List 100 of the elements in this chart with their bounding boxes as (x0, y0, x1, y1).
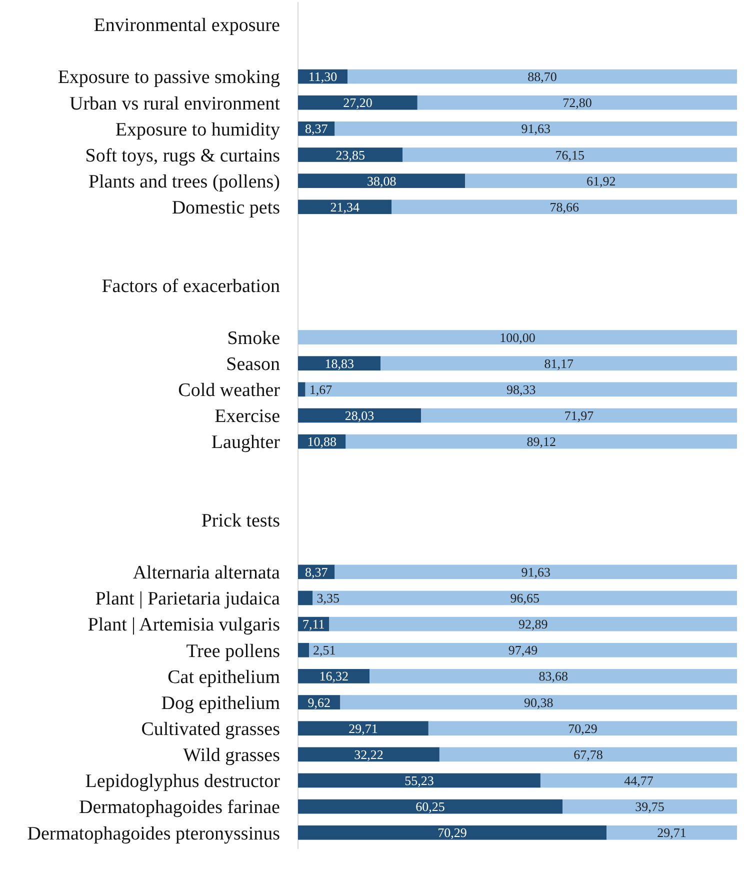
data-label: 16,32 (319, 668, 348, 684)
bar (340, 695, 737, 710)
bar (465, 174, 737, 188)
bar (298, 747, 440, 762)
data-label: 67,78 (574, 746, 603, 762)
bar (298, 174, 466, 188)
bar (298, 721, 428, 736)
data-label: 55,23 (404, 773, 434, 788)
bar (562, 799, 737, 814)
bar (417, 95, 737, 110)
y-tick-label: Prick tests (201, 510, 280, 532)
y-tick-label: Exposure to passive smoking (58, 67, 280, 88)
bar (402, 148, 737, 162)
bar (540, 773, 737, 788)
data-label: 89,12 (526, 434, 556, 450)
bar (298, 799, 562, 814)
bar (392, 200, 737, 214)
data-label: 83,68 (538, 668, 568, 684)
data-label: 70,29 (438, 825, 467, 840)
bar (421, 408, 737, 423)
data-label: 90,38 (524, 694, 554, 710)
data-label: 2,51 (313, 642, 336, 658)
y-tick-label: Dermatophagoides pteronyssinus (27, 823, 280, 844)
data-label: 38,08 (366, 173, 396, 188)
data-label: 23,85 (336, 147, 365, 162)
bar (309, 642, 737, 658)
y-tick-label: Cat epithelium (168, 666, 280, 688)
bar (334, 122, 737, 136)
data-label: 10,88 (307, 434, 337, 450)
y-tick-label: Domestic pets (172, 198, 280, 219)
y-tick-label: Dermatophagoides farinae (79, 797, 280, 818)
y-tick-label: Environmental exposure (94, 15, 280, 36)
data-label: 39,75 (635, 799, 664, 814)
bar (298, 669, 370, 684)
bar (298, 330, 737, 344)
bar (428, 721, 737, 736)
y-tick-label: Smoke (227, 328, 280, 349)
bar (298, 356, 381, 370)
data-label: 44,77 (624, 773, 654, 788)
y-tick-label: Cultivated grasses (141, 718, 280, 740)
bar (298, 825, 607, 840)
data-label: 70,29 (568, 720, 598, 736)
y-tick-label: Plants and trees (pollens) (88, 171, 280, 192)
data-label: 28,03 (344, 408, 374, 424)
data-label: 98,33 (506, 382, 536, 397)
bar (380, 356, 737, 370)
bar (305, 382, 737, 397)
y-tick-label: Lepidoglyphus destructor (85, 771, 281, 792)
data-label: 76,15 (555, 147, 584, 162)
data-label: 91,63 (521, 121, 550, 136)
bar (298, 382, 306, 397)
data-label: 9,62 (308, 694, 330, 710)
y-tick-label: Exercise (214, 406, 280, 428)
data-label: 81,17 (544, 356, 574, 371)
data-label: 8,37 (304, 121, 328, 136)
data-label: 96,65 (510, 590, 540, 606)
y-tick-label: Wild grasses (183, 745, 280, 766)
y-tick-label: Season (226, 354, 280, 375)
data-label: 1,67 (309, 382, 333, 397)
data-label: 21,34 (330, 199, 360, 214)
bar (346, 434, 737, 449)
y-tick-label: Cold weather (178, 380, 281, 402)
y-tick-label: Urban vs rural environment (69, 93, 281, 114)
data-label: 100,00 (500, 330, 536, 345)
y-tick-label: Plant | Parietaria judaica (95, 588, 281, 610)
bar (298, 200, 392, 214)
bar (298, 590, 313, 606)
data-label: 91,63 (521, 564, 550, 580)
y-tick-label: Alternaria alternata (132, 562, 281, 584)
bar (370, 669, 737, 684)
data-label: 29,71 (657, 825, 686, 840)
y-tick-label: Dog epithelium (161, 692, 280, 714)
bar (334, 564, 737, 580)
bar (298, 773, 540, 788)
data-label: 92,89 (518, 616, 548, 632)
data-label: 61,92 (586, 173, 616, 188)
bar (606, 825, 737, 840)
data-label: 18,83 (324, 356, 354, 371)
data-label: 7,11 (302, 616, 325, 632)
data-label: 8,37 (304, 564, 328, 580)
bar (312, 590, 737, 606)
bar (298, 408, 422, 423)
data-label: 27,20 (343, 95, 372, 110)
data-label: 29,71 (348, 720, 378, 736)
bar (348, 69, 737, 84)
data-label: 60,25 (416, 799, 445, 814)
data-label: 97,49 (508, 642, 538, 658)
data-label: 32,22 (354, 746, 384, 762)
y-tick-label: Plant | Artemisia vulgaris (88, 614, 280, 636)
data-label: 78,66 (550, 199, 580, 214)
y-tick-label: Laughter (211, 432, 281, 454)
bar (298, 148, 403, 162)
y-tick-label: Tree pollens (186, 640, 280, 662)
data-label: 72,80 (562, 95, 592, 110)
y-tick-label: Exposure to humidity (115, 119, 280, 140)
data-label: 88,70 (528, 69, 557, 84)
data-label: 71,97 (564, 408, 594, 424)
bar (298, 95, 418, 110)
bar (439, 747, 737, 762)
y-tick-label: Soft toys, rugs & curtains (85, 145, 280, 166)
